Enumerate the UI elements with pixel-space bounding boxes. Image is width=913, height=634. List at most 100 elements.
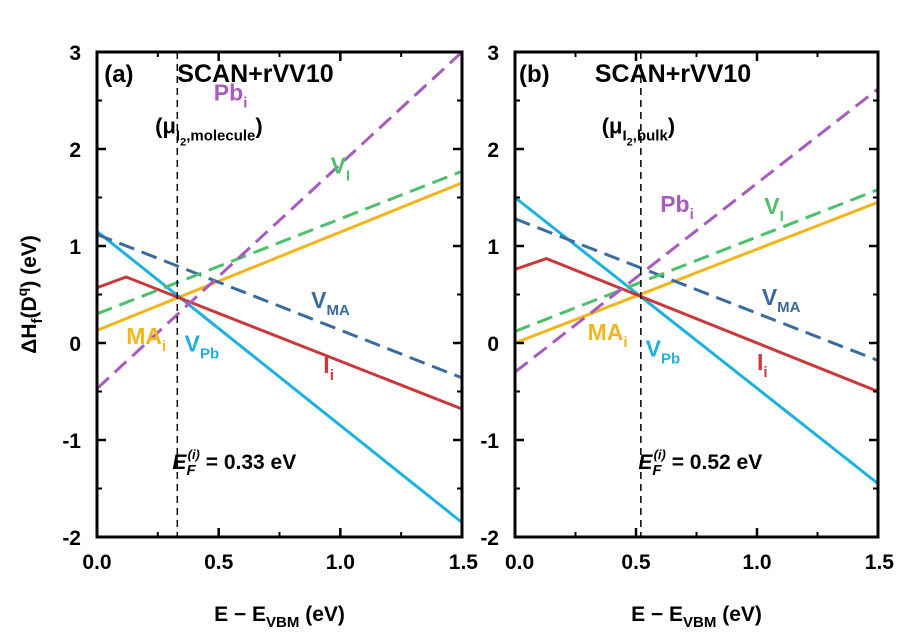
series-line-Ii	[515, 257, 878, 393]
y-tick-label: -2	[480, 527, 499, 550]
series-line-VPb	[515, 196, 878, 485]
mu-symbol: μ	[609, 113, 622, 138]
y-axis-label-mid: (D	[18, 296, 41, 318]
series-label-subscript: I	[780, 208, 784, 225]
mu-sub-2: 2	[627, 136, 633, 148]
series-line-VPb	[97, 230, 462, 524]
fermi-label-sub: F	[186, 462, 196, 479]
series-label-base: I	[757, 349, 763, 375]
chemical-potential-label: (μI2,bulk)	[602, 113, 675, 148]
fermi-label-sup: (i)	[188, 447, 200, 462]
series-label-base: V	[764, 193, 780, 219]
series-label-subscript: Pb	[200, 346, 219, 363]
series-label-subscript: MA	[777, 299, 800, 316]
x-tick-label: 0.0	[82, 551, 111, 574]
fermi-level-label: EF(i) = 0.33 eV	[172, 447, 296, 479]
series-label-base: V	[762, 284, 778, 310]
fermi-level-label: EF(i) = 0.52 eV	[638, 447, 762, 479]
x-axis-label: E − EVBM (eV)	[214, 603, 345, 631]
series-line-VI	[97, 169, 462, 316]
y-tick-label: -1	[480, 430, 499, 453]
y-tick-label: 3	[487, 42, 499, 65]
fermi-label-value: = 0.52 eV	[666, 451, 762, 474]
series-label-subscript: MA	[326, 302, 349, 319]
series-label-MAi: MAi	[588, 319, 628, 351]
y-axis-label: ΔHf(Dq) (eV)	[14, 235, 46, 354]
panel-label: (b)	[519, 61, 550, 88]
y-tick-label: 3	[69, 42, 81, 65]
mu-suffix: )	[668, 113, 675, 138]
series-label-base: MA	[126, 323, 162, 349]
panel-title: SCAN+rVV10	[595, 60, 751, 88]
y-tick-label: 0	[487, 333, 499, 356]
x-tick-label: 0.0	[505, 551, 534, 574]
y-tick-label: -1	[62, 430, 81, 453]
x-axis-label-sub: VBM	[266, 614, 299, 631]
fermi-label-value: = 0.33 eV	[200, 451, 296, 474]
y-tick-label: 1	[69, 236, 81, 259]
panel-label: (a)	[104, 61, 133, 88]
mu-sub-1: I	[176, 127, 180, 144]
series-label-VMA: VMA	[762, 284, 801, 316]
chemical-potential-label: (μI2,molecule)	[155, 113, 263, 148]
series-label-base: Pb	[660, 191, 689, 217]
series-label-subscript: i	[690, 206, 694, 223]
mu-sub-3: ,bulk	[633, 127, 669, 144]
series-line-MAi	[97, 181, 462, 332]
x-tick-label: 0.5	[621, 551, 651, 574]
series-label-base: I	[323, 352, 329, 378]
fermi-label-sup: (i)	[654, 447, 666, 462]
mu-sub-3: ,molecule	[186, 127, 255, 144]
x-axis-label-unit: (eV)	[299, 603, 345, 626]
x-axis-label-main: E − E	[631, 603, 683, 626]
series-label-subscript: Pb	[661, 351, 680, 368]
series-label-base: V	[331, 152, 347, 178]
series-label-subscript: i	[162, 338, 166, 355]
series-label-VPb: VPb	[185, 331, 220, 363]
series-group	[97, 52, 462, 524]
mu-sub-2: 2	[180, 136, 186, 148]
mu-sub-1: I	[622, 127, 626, 144]
x-axis-label-main: E − E	[214, 603, 266, 626]
y-axis-label-suffix: ) (eV)	[18, 235, 41, 288]
series-label-Pbi: Pbi	[660, 191, 694, 223]
series-label-Ii: Ii	[323, 352, 334, 384]
series-label-base: MA	[588, 319, 624, 345]
series-line-Pbi	[97, 52, 462, 390]
series-label-MAi: MAi	[126, 323, 166, 355]
series-line-VMA	[515, 217, 878, 362]
series-label-subscript: i	[623, 334, 627, 351]
series-label-base: V	[646, 336, 662, 362]
series-label-subscript: i	[243, 95, 247, 112]
mu-prefix: (	[602, 113, 610, 138]
y-tick-label: 0	[69, 333, 81, 356]
x-axis-label-unit: (eV)	[716, 603, 762, 626]
y-axis-label-sup: q	[14, 288, 30, 297]
mu-symbol: μ	[162, 113, 175, 138]
series-label-VI: VI	[764, 193, 784, 225]
series-line-VI	[515, 188, 878, 333]
fermi-label-sub: F	[652, 462, 662, 479]
series-line-Pbi	[515, 87, 878, 374]
panel-title: SCAN+rVV10	[177, 60, 333, 88]
x-tick-label: 1.0	[742, 551, 771, 574]
series-label-base: V	[311, 287, 327, 313]
series-label-base: V	[185, 331, 201, 357]
series-label-VPb: VPb	[646, 336, 681, 368]
x-tick-label: 1.0	[326, 551, 355, 574]
series-label-subscript: i	[330, 367, 334, 384]
series-label-Pbi: Pbi	[214, 80, 248, 112]
series-label-VMA: VMA	[311, 287, 350, 319]
series-label-base: Pb	[214, 80, 243, 106]
x-tick-label: 1.5	[865, 551, 895, 574]
y-axis-label-prefix: ΔH	[18, 323, 41, 353]
panel-a: 0.0 0.5 1.0 1.5 -2 -1 0 1 2 3 E − EVBM (eV) ΔHf(Dq)…	[14, 42, 478, 631]
series-label-subscript: I	[346, 167, 350, 184]
series-label-VI: VI	[331, 152, 351, 184]
y-axis-label-sub: f	[29, 317, 46, 323]
y-tick-label: 2	[69, 139, 81, 162]
series-line-Ii	[97, 275, 462, 411]
mu-suffix: )	[255, 113, 262, 138]
x-axis-label-sub: VBM	[683, 614, 716, 631]
